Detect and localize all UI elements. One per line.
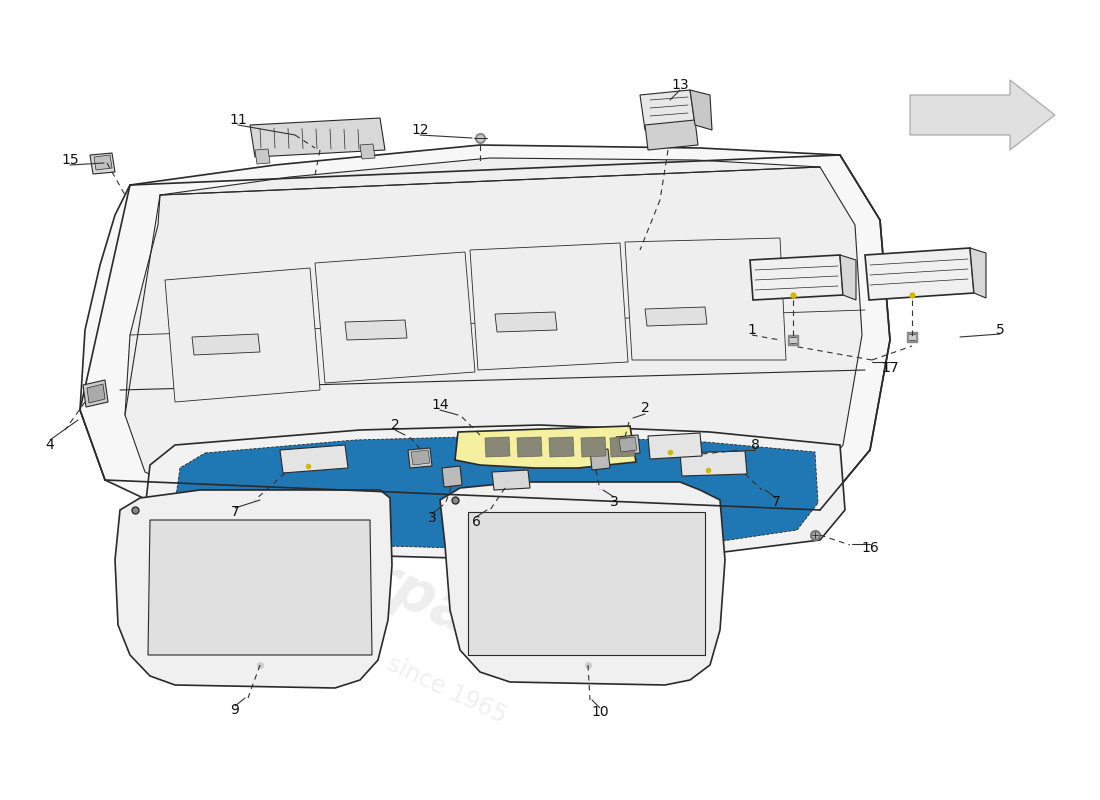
- Polygon shape: [840, 255, 856, 300]
- Text: 8: 8: [750, 438, 759, 452]
- Polygon shape: [590, 449, 610, 470]
- Text: 7: 7: [231, 505, 240, 519]
- Text: 11: 11: [229, 113, 246, 127]
- Polygon shape: [470, 243, 628, 370]
- Polygon shape: [315, 252, 475, 383]
- Text: 7: 7: [771, 495, 780, 509]
- Polygon shape: [495, 312, 557, 332]
- Polygon shape: [175, 435, 818, 550]
- Text: 12: 12: [411, 123, 429, 137]
- Polygon shape: [645, 120, 698, 150]
- Polygon shape: [411, 450, 430, 465]
- Text: 16: 16: [861, 541, 879, 555]
- Text: 2: 2: [640, 401, 649, 415]
- Polygon shape: [485, 437, 510, 457]
- Polygon shape: [616, 435, 640, 455]
- Polygon shape: [625, 238, 786, 360]
- Polygon shape: [250, 118, 385, 157]
- Polygon shape: [125, 158, 862, 543]
- Polygon shape: [455, 426, 636, 468]
- Polygon shape: [345, 320, 407, 340]
- Polygon shape: [468, 512, 705, 655]
- Polygon shape: [619, 437, 637, 452]
- Text: 15: 15: [62, 153, 79, 167]
- Polygon shape: [192, 334, 260, 355]
- Polygon shape: [648, 433, 702, 459]
- Polygon shape: [440, 482, 725, 685]
- Polygon shape: [517, 437, 542, 457]
- Text: 5: 5: [996, 323, 1004, 337]
- Polygon shape: [80, 145, 890, 558]
- Polygon shape: [549, 437, 574, 457]
- Polygon shape: [690, 90, 712, 130]
- Text: 6: 6: [472, 515, 481, 529]
- Polygon shape: [94, 155, 112, 170]
- Text: 4: 4: [45, 438, 54, 452]
- Polygon shape: [645, 307, 707, 326]
- Polygon shape: [87, 384, 104, 403]
- Polygon shape: [640, 90, 695, 130]
- Polygon shape: [255, 149, 270, 164]
- Polygon shape: [865, 248, 974, 300]
- Polygon shape: [680, 451, 747, 476]
- Polygon shape: [581, 437, 606, 457]
- Polygon shape: [750, 255, 843, 300]
- Text: eurocarparts: eurocarparts: [155, 454, 564, 686]
- Polygon shape: [280, 445, 348, 473]
- Polygon shape: [145, 425, 845, 560]
- Text: 3: 3: [609, 495, 618, 509]
- Text: 17: 17: [881, 361, 899, 375]
- Polygon shape: [910, 80, 1055, 150]
- Polygon shape: [165, 268, 320, 402]
- Polygon shape: [970, 248, 986, 298]
- Polygon shape: [408, 448, 432, 468]
- Text: 2: 2: [390, 418, 399, 432]
- Text: 3: 3: [428, 511, 437, 525]
- Text: 1: 1: [748, 323, 757, 337]
- Polygon shape: [610, 437, 635, 457]
- Polygon shape: [148, 520, 372, 655]
- Polygon shape: [90, 153, 116, 174]
- Polygon shape: [360, 144, 375, 159]
- Polygon shape: [116, 490, 392, 688]
- Polygon shape: [492, 470, 530, 490]
- Text: a passion for parts. since 1965: a passion for parts. since 1965: [169, 552, 510, 728]
- Polygon shape: [82, 380, 108, 407]
- Polygon shape: [442, 466, 462, 487]
- Text: 9: 9: [231, 703, 240, 717]
- Text: 14: 14: [431, 398, 449, 412]
- Text: 10: 10: [591, 705, 608, 719]
- Text: 13: 13: [671, 78, 689, 92]
